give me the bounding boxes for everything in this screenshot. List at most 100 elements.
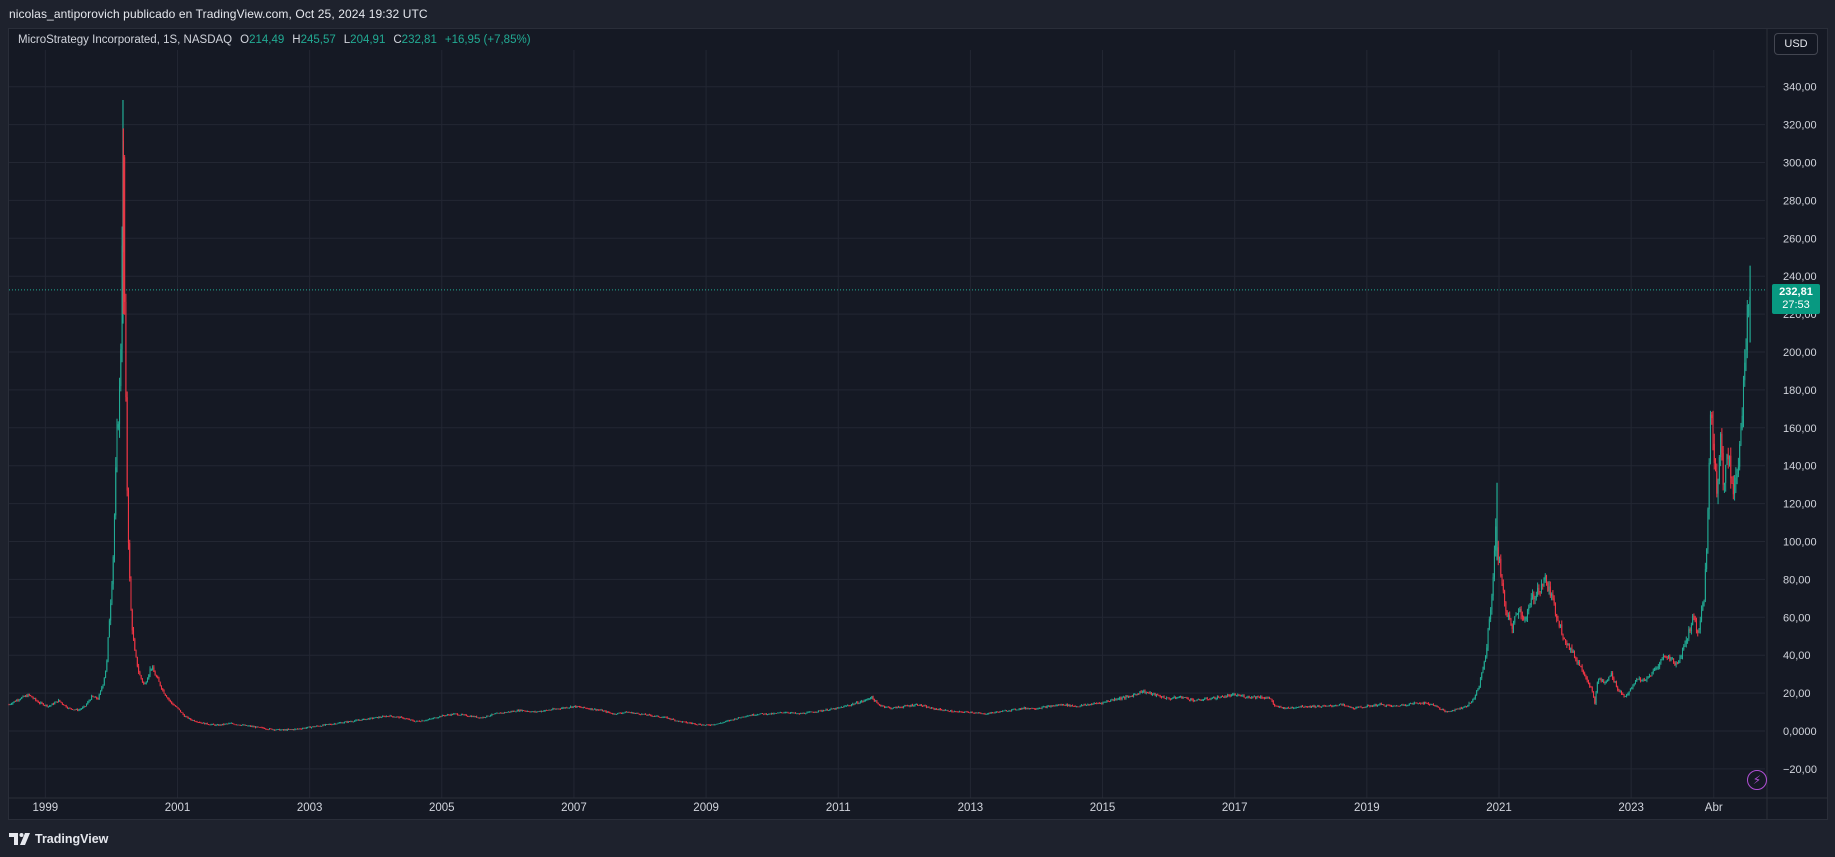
candle-body [326,724,328,726]
candle-body [1141,691,1143,693]
candle-body [380,717,382,719]
candle-body [797,713,799,715]
candle-body [1726,454,1728,465]
tradingview-logo[interactable]: TradingView [9,832,108,846]
candle-body [610,712,612,714]
candle-body [974,712,976,714]
publish-info-text: nicolas_antiporovich publicado en Tradin… [9,7,428,21]
candle-body [979,712,981,714]
candle-body [1473,698,1475,700]
candle-body [1000,711,1002,712]
x-tick-label: 2009 [693,802,719,814]
candle-body [815,712,817,713]
candle-body [1486,647,1488,657]
candle-body [1669,656,1671,661]
candle-body [1516,614,1518,616]
candle-body [310,726,312,728]
y-tick-label: 120,00 [1783,499,1817,511]
candle-body [421,720,423,722]
candle-body [1068,704,1070,706]
candle-body [567,707,569,709]
candle-body [952,711,954,713]
candle-body [751,714,753,716]
candle-body [1579,662,1581,666]
candle-body [33,698,35,700]
candle-body [645,713,647,715]
candle-body [688,722,690,724]
candle-body [13,701,15,703]
candle-body [1392,705,1394,707]
candle-body [1661,659,1663,661]
candle-body [373,718,375,719]
candle-body [1648,676,1650,678]
candle-body [1197,699,1199,701]
candle-body [1438,706,1440,708]
candle-body [1581,666,1583,671]
candle-body [52,703,54,705]
candle-body [561,708,563,709]
candle-body [98,694,100,700]
candle-body [113,515,115,557]
candle-body [863,700,865,702]
candle-body [900,707,902,708]
candle-body [1451,710,1453,712]
candle-body [1674,662,1676,665]
candle-body [825,709,827,711]
candle-body [1504,590,1506,603]
candle-body [1707,509,1709,550]
candle-body [694,723,696,725]
lightning-bolt-icon[interactable]: ⚡︎ [1747,770,1767,790]
candle-body [1664,655,1666,658]
candle-body [693,723,695,725]
currency-button[interactable]: USD [1774,33,1818,55]
candle-body [730,719,732,721]
candle-body [194,720,196,722]
candle-body [1620,691,1622,694]
candle-body [1538,587,1540,592]
candle-body [1093,703,1095,705]
candle-body [1248,696,1250,698]
candle-body [1121,697,1123,700]
candle-body [1244,697,1246,699]
candle-body [1501,575,1503,584]
candle-body [448,714,450,716]
candle-body [195,721,197,723]
candle-body [577,706,579,707]
candle-body [1009,710,1011,712]
candle-body [1195,700,1197,702]
bar-countdown: 27:53 [1782,299,1810,311]
candle-body [904,705,906,707]
candle-body [186,716,188,718]
candle-body [1330,705,1332,707]
candle-body [1336,705,1338,707]
candle-body [363,718,365,720]
candle-body [1084,704,1086,706]
y-tick-label: 200,00 [1783,347,1817,359]
candle-body [1328,705,1330,707]
y-tick-label: 320,00 [1783,120,1817,132]
candle-body [1082,704,1084,706]
candle-body [97,698,99,700]
candle-body [160,685,162,689]
chart-frame[interactable] [8,28,1828,820]
candle-body [764,713,766,715]
candle-body [331,724,333,726]
candle-body [1359,706,1361,708]
candle-body [615,714,617,715]
candle-body [1670,658,1672,661]
candle-body [168,698,170,701]
candle-body [1603,680,1605,684]
candle-body [712,724,714,726]
candle-body [609,712,611,714]
candle-body [828,710,830,712]
candle-body [990,712,992,714]
candle-body [662,717,664,719]
candle-body [890,707,892,709]
candle-body [1066,704,1068,706]
candle-body [375,717,377,718]
candle-body [1300,705,1302,707]
candle-body [586,708,588,709]
candle-body [1214,696,1216,699]
candle-body [176,706,178,708]
